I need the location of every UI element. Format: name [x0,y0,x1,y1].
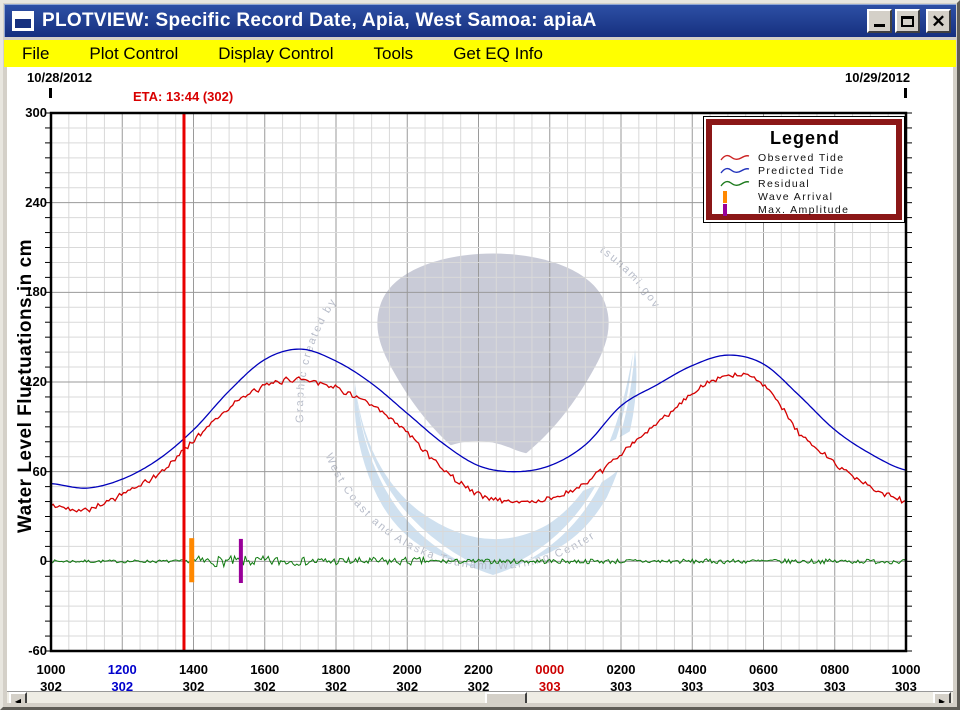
date-tick-left [49,88,52,98]
legend-bar-icon [720,203,758,217]
menu-item-plot-control[interactable]: Plot Control [89,43,179,63]
arrow-left-icon: ◀ [14,696,22,704]
date-tick-right [904,88,907,98]
x-tick-label: 2000 302 [392,662,422,694]
maximize-icon [901,15,914,27]
legend-item: Wave Arrival [720,190,890,203]
legend-item: Residual [720,177,890,190]
x-tick-label: 1000 302 [36,662,66,694]
x-tick-label: 1800 302 [321,662,351,694]
y-tick-label: 0 [39,553,47,569]
app-icon [12,11,34,31]
x-tick-label: 2200 302 [464,662,493,694]
y-tick-label: 60 [32,463,47,479]
maximize-button[interactable] [895,9,920,33]
arrow-right-icon: ▶ [938,696,946,704]
legend-wave-icon [720,165,758,177]
legend-item: Predicted Tide [720,164,890,177]
menu-bar: File Plot Control Display Control Tools Get … [4,40,956,67]
close-button[interactable]: ✕ [926,9,951,33]
y-tick-label: 120 [25,374,47,389]
x-tick-label: 0400 303 [677,662,707,694]
legend-item-label: Wave Arrival [758,190,834,203]
date-label-right: 10/29/2012 [845,70,911,85]
menu-item-display-control[interactable]: Display Control [218,43,334,63]
minimize-button[interactable] [867,9,892,33]
legend-item-label: Max. Amplitude [758,203,850,216]
legend-item-label: Observed Tide [758,151,845,164]
y-tick-label: -60 [28,643,47,658]
scroll-right-button[interactable]: ▶ [933,692,951,703]
legend-item: Observed Tide [720,151,890,164]
x-tick-label: 0200 303 [606,662,636,694]
legend-item-label: Predicted Tide [758,164,845,177]
titlebar: PLOTVIEW: Specific Record Date, Apia, We… [4,4,956,37]
legend-box: Legend Observed Tide Predicted Tide Residu… [703,116,905,223]
menu-item-get-eq-info[interactable]: Get EQ Info [453,43,543,63]
menu-item-tools[interactable]: Tools [373,43,414,63]
menu-item-file[interactable]: File [22,43,50,63]
x-tick-label: 1400 302 [179,662,208,694]
x-tick-label: 0000 303 [535,662,565,694]
y-tick-label: 300 [25,105,47,120]
legend-title: Legend [769,128,840,148]
legend-item-label: Residual [758,177,811,190]
x-tick-label: 0600 303 [749,662,778,694]
eta-label: ETA: 13:44 (302) [133,89,234,104]
date-label-left: 10/28/2012 [27,70,93,85]
y-tick-label: 240 [25,194,47,210]
x-tick-label: 0800 303 [820,662,850,694]
x-tick-label: 1600 302 [250,662,280,694]
legend-item: Max. Amplitude [720,203,890,216]
x-tick-label: 1200 302 [107,662,137,694]
legend-wave-icon [720,178,758,190]
window-title: PLOTVIEW: Specific Record Date, Apia, We… [42,10,597,31]
minimize-icon [874,24,885,27]
horizontal-scrollbar[interactable]: ◀ ▶ [7,691,953,703]
scrollbar-thumb[interactable] [485,692,527,703]
legend-bar-icon [720,190,758,204]
legend-wave-icon [720,152,758,164]
y-tick-label: 180 [25,284,47,300]
x-tick-label: 1000 303 [891,662,921,694]
scroll-left-button[interactable]: ◀ [9,692,27,703]
close-icon: ✕ [931,11,946,31]
